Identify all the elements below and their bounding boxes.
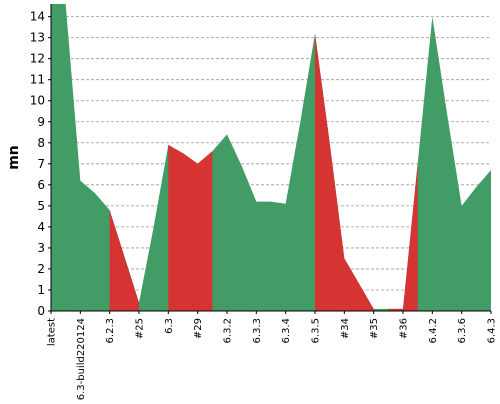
x-tick-label: latest — [47, 318, 58, 346]
y-tick-label: 10 — [30, 94, 45, 108]
y-tick-label: 2 — [37, 262, 45, 276]
area-segment-red — [388, 163, 418, 311]
area-segment-red — [124, 256, 139, 311]
area-segment-red — [168, 144, 183, 311]
y-tick-label: 1 — [37, 283, 45, 297]
x-tick-label: 6.2.3 — [105, 318, 116, 343]
y-tick-label: 7 — [37, 157, 45, 171]
y-tick-label: 3 — [37, 241, 45, 255]
x-tick-label: 6.3.6 — [457, 318, 468, 343]
area-segment-red — [315, 33, 330, 311]
x-tick-label: 6.3.4 — [281, 318, 292, 343]
y-tick-label: 13 — [30, 31, 45, 45]
x-tick-label: #25 — [135, 318, 146, 339]
x-tick-labels: latest 6.3-build220124 6.2.3 #25 6.3 #29 6.3.2… — [47, 311, 498, 400]
x-tick-label: #35 — [369, 318, 380, 339]
area-segment-red — [329, 142, 345, 311]
x-tick-label: 6.3-build220124 — [76, 318, 87, 400]
y-tick-label: 11 — [30, 73, 45, 87]
y-tick-label: 4 — [37, 220, 45, 234]
x-tick-label: 6.3.3 — [252, 318, 263, 343]
y-tick-label: 14 — [30, 10, 45, 24]
y-tick-label: 6 — [37, 178, 45, 192]
x-tick-label: #34 — [340, 318, 351, 339]
axes — [48, 4, 491, 314]
area-fill — [51, 4, 491, 311]
x-tick-label: 6.3.2 — [223, 318, 234, 343]
area-segment-red — [109, 210, 125, 311]
area-series — [51, 4, 491, 311]
x-tick-label: 6.3 — [164, 318, 175, 334]
y-tick-label: 0 — [37, 304, 45, 318]
area-segment-red — [359, 283, 374, 311]
y-tick-label: 9 — [37, 115, 45, 129]
x-tick-label: 6.3.5 — [311, 318, 322, 343]
y-tick-label: 12 — [30, 52, 45, 66]
area-segment-red — [183, 151, 213, 311]
y-tick-label: 8 — [37, 136, 45, 150]
x-tick-label: 6.4.2 — [428, 318, 439, 343]
area-segment-red — [344, 258, 359, 311]
x-tick-label: #29 — [193, 318, 204, 339]
x-tick-label: 6.4.3 — [487, 318, 498, 343]
y-tick-label: 5 — [37, 199, 45, 213]
x-tick-label: #36 — [399, 318, 410, 339]
y-axis-label: mn — [6, 145, 22, 170]
